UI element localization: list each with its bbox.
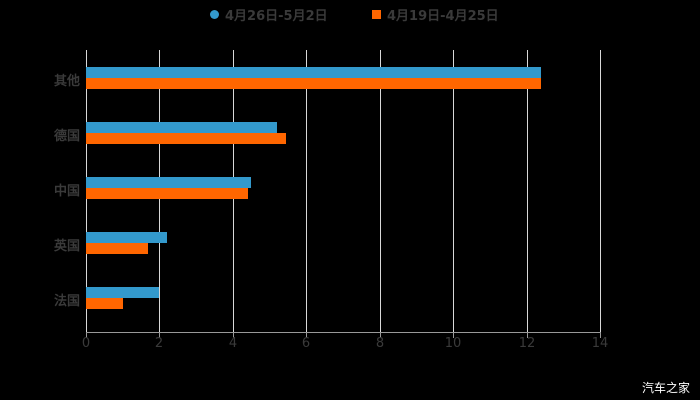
x-tick [600, 333, 601, 338]
bar-series2[interactable] [86, 298, 123, 309]
x-tick [306, 333, 307, 338]
chart-legend: 4月26日-5月2日 4月19日-4月25日 [0, 4, 700, 24]
x-tick-label: 12 [518, 336, 536, 351]
x-axis [86, 332, 601, 333]
x-tick-label: 6 [301, 336, 311, 351]
y-category-label: 中国 [53, 184, 80, 199]
bar-series2[interactable] [86, 78, 541, 89]
watermark: 汽车之家 [641, 381, 690, 395]
gridline [527, 50, 528, 333]
x-tick-label: 10 [444, 336, 462, 351]
bar-series1[interactable] [86, 67, 541, 78]
bar-series1[interactable] [86, 122, 277, 133]
bar-series2[interactable] [86, 243, 148, 254]
legend-square-icon [372, 9, 381, 19]
bar-series1[interactable] [86, 232, 167, 243]
x-tick [380, 333, 381, 338]
x-tick-label: 4 [228, 336, 238, 351]
legend-label: 4月26日-5月2日 [225, 8, 328, 24]
bar-series2[interactable] [86, 133, 286, 144]
x-tick-label: 14 [591, 336, 609, 351]
gridline [380, 50, 381, 333]
x-tick [527, 333, 528, 338]
legend-item-series1[interactable]: 4月26日-5月2日 [210, 4, 328, 24]
legend-dot-icon [210, 9, 219, 19]
x-tick-label: 2 [154, 336, 164, 351]
gridline [306, 50, 307, 333]
legend-label: 4月19日-4月25日 [387, 8, 499, 24]
x-tick [159, 333, 160, 338]
y-category-label: 德国 [53, 129, 80, 144]
x-tick [233, 333, 234, 338]
bar-series1[interactable] [86, 177, 251, 188]
gridline [453, 50, 454, 333]
x-tick-label: 0 [81, 336, 91, 351]
x-tick-label: 8 [375, 336, 385, 351]
y-category-label: 其他 [53, 74, 80, 89]
y-category-label: 英国 [53, 239, 80, 254]
x-tick [86, 333, 87, 338]
gridline [600, 50, 601, 333]
bar-series2[interactable] [86, 188, 248, 199]
legend-item-series2[interactable]: 4月19日-4月25日 [372, 4, 499, 24]
x-tick [453, 333, 454, 338]
y-category-label: 法国 [53, 294, 80, 309]
bar-series1[interactable] [86, 287, 159, 298]
